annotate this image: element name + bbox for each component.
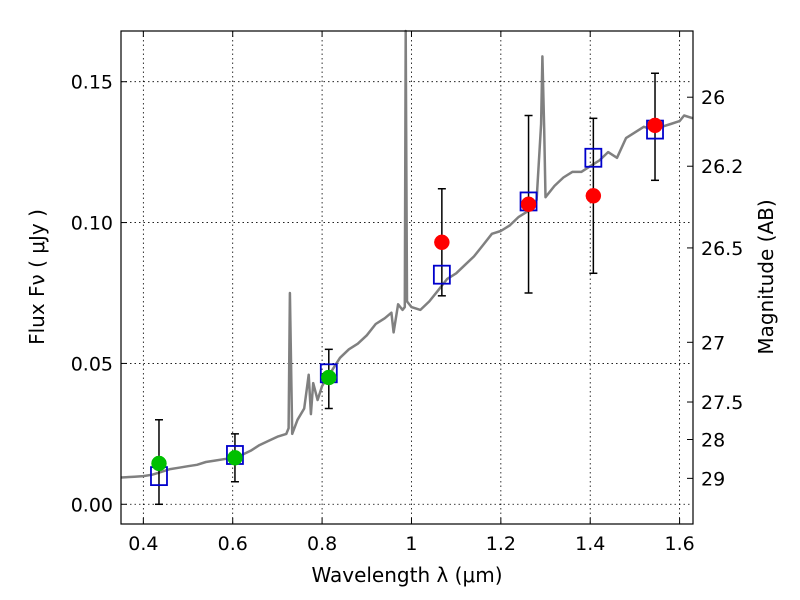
model-square-marker: [584, 147, 603, 168]
x-tick-label: 1.4: [575, 533, 605, 555]
model-square-marker: [432, 264, 451, 285]
grid: [121, 31, 693, 524]
right-tick-label: 27: [701, 332, 725, 354]
right-tick-label: 28: [701, 429, 725, 451]
right-tick-label: 26: [701, 87, 725, 109]
right-axis-label: Magnitude (AB): [754, 199, 778, 354]
green-data-point: [321, 369, 337, 386]
plot-frame: [120, 30, 694, 525]
red-data-point: [647, 117, 663, 134]
spectrum-layer: [120, 29, 694, 479]
x-axis-label: Wavelength λ (μm): [311, 563, 502, 587]
right-tick-label: 27.5: [701, 392, 743, 414]
x-tick-label: 0.6: [218, 533, 248, 555]
markers: [150, 117, 664, 487]
spectrum-line: [120, 29, 694, 479]
x-tick-label: 1.6: [664, 533, 694, 555]
green-data-point: [227, 450, 243, 466]
x-tick-label: 1: [405, 533, 417, 555]
y-axis-label: Flux Fν ( μJy ): [25, 209, 49, 345]
y-tick-label: 0.00: [71, 494, 113, 516]
red-data-point: [520, 196, 537, 213]
right-tick-label: 26.2: [701, 156, 743, 178]
ticks: 0.4 0.6 0.8 1 1.2 1.4 1.6 0.00 0.05 0.10 0.15 26 26.…: [71, 31, 743, 555]
right-tick-label: 29: [701, 468, 725, 490]
y-tick-label: 0.15: [71, 72, 113, 94]
right-tick-label: 26.5: [701, 238, 743, 260]
y-tick-label: 0.05: [71, 353, 113, 375]
y-tick-label: 0.10: [71, 213, 113, 235]
red-data-point: [585, 188, 602, 204]
x-tick-label: 0.4: [128, 533, 158, 555]
x-tick-label: 0.8: [307, 533, 337, 555]
x-tick-label: 1.2: [486, 533, 516, 555]
green-data-point: [151, 455, 167, 472]
red-data-point: [434, 234, 450, 251]
